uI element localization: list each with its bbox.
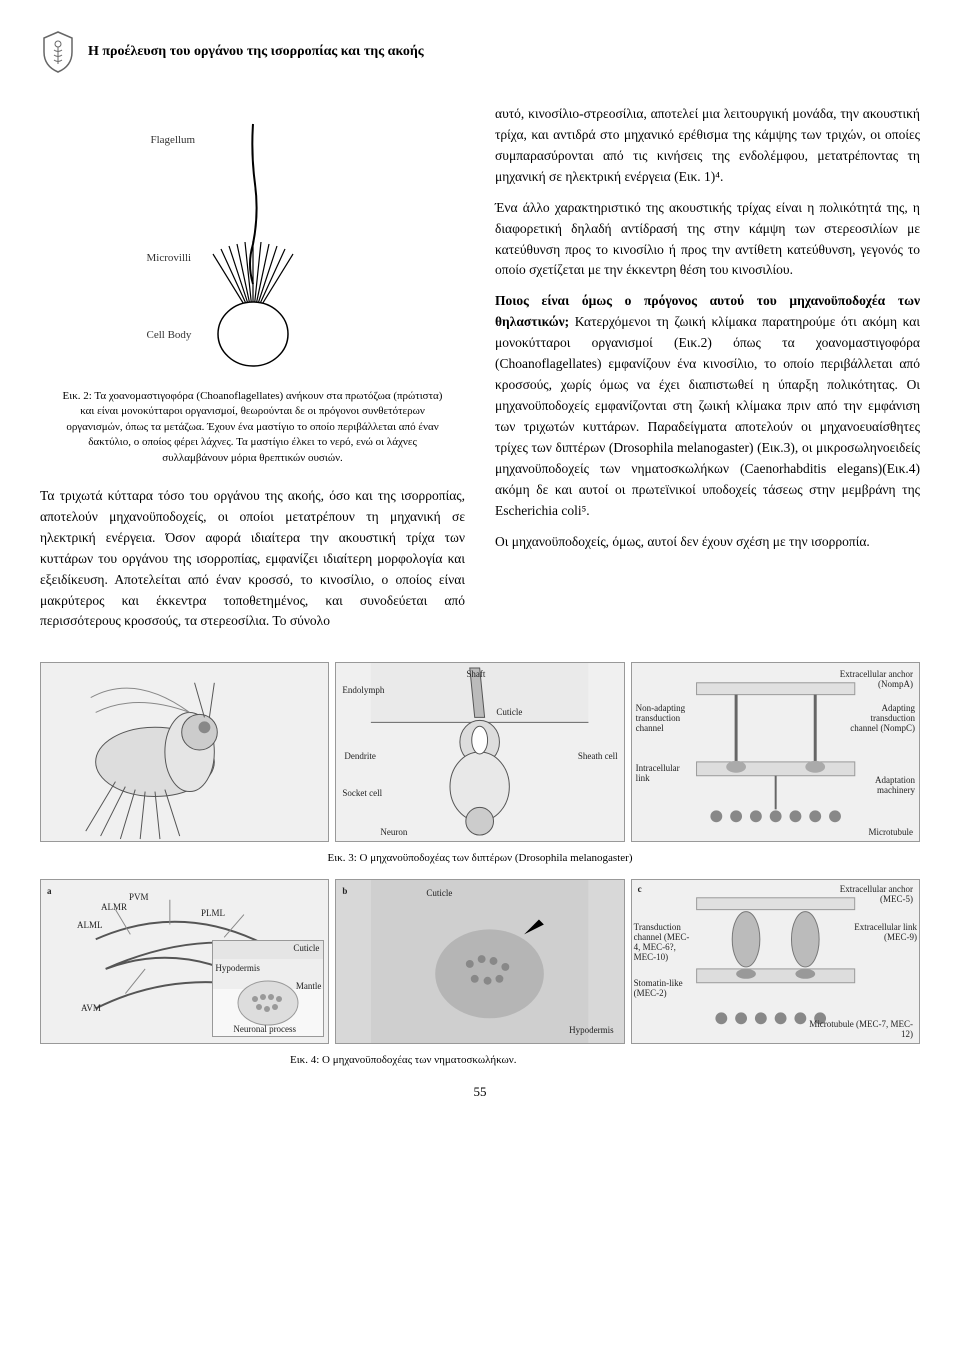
lbl-shaft: Shaft xyxy=(466,669,485,679)
lbl-dendrite: Dendrite xyxy=(344,751,376,761)
lbl-socket: Socket cell xyxy=(342,788,382,798)
lbl-cuticle: Cuticle xyxy=(496,707,522,717)
label-cellbody: Cell Body xyxy=(147,329,192,341)
lbl-hypodermis: Hypodermis xyxy=(215,963,260,973)
lbl-ext-anchor2: Extracellular anchor (MEC-5) xyxy=(818,884,913,904)
lbl-microtubule: Microtubule xyxy=(868,827,913,837)
page-header: Η προέλευση του οργάνου της ισορροπίας κ… xyxy=(40,30,920,74)
figure-3-row: Shaft Endolymph Cuticle Dendrite Sheath … xyxy=(40,662,920,842)
lbl-mantle: Mantle xyxy=(296,981,322,991)
lbl-ext-anchor: Extracellular anchor (NompA) xyxy=(823,669,913,689)
page-number: 55 xyxy=(40,1084,920,1100)
right-paragraph-2: Ένα άλλο χαρακτηριστικό της ακουστικής τ… xyxy=(495,198,920,282)
left-column-body: Τα τριχωτά κύτταρα τόσο του οργάνου της … xyxy=(40,486,465,632)
lbl-adapting: Adapting transduction channel (NompC) xyxy=(845,703,915,733)
label-flagellum: Flagellum xyxy=(151,134,196,146)
figure-4-row: a ALML ALMR PVM PLML AVM PLMR Cuticle Hy… xyxy=(40,879,920,1044)
lbl-pvm: PVM xyxy=(129,892,149,902)
right-paragraph-4: Οι μηχανοϋποδοχείς, όμως, αυτοί δεν έχου… xyxy=(495,532,920,553)
logo-icon xyxy=(40,30,76,74)
figure-3-caption: Εικ. 3: Ο μηχανοϋποδοχέας των διπτέρων (… xyxy=(40,852,920,864)
lbl-almr: ALMR xyxy=(101,902,127,912)
lbl-plml: PLML xyxy=(201,908,225,918)
lbl-cuticle3: Cuticle xyxy=(426,888,452,898)
figure-3-panel-a xyxy=(40,662,329,842)
lbl-stomatin: Stomatin-like (MEC-2) xyxy=(634,978,689,998)
lbl-microtubule2: Microtubule (MEC-7, MEC-12) xyxy=(803,1019,913,1039)
figure-3-panel-b: Shaft Endolymph Cuticle Dendrite Sheath … xyxy=(335,662,624,842)
right-paragraph-3-block: Ποιος είναι όμως ο πρόγονος αυτού του μη… xyxy=(495,291,920,521)
header-title: Η προέλευση του οργάνου της ισορροπίας κ… xyxy=(88,44,424,60)
lbl-intracellular: Intracellular link xyxy=(636,763,691,783)
figure-4-panel-b: b Cuticle Hypodermis xyxy=(335,879,624,1044)
lbl-hypodermis2: Hypodermis xyxy=(569,1025,614,1035)
figure-3-panel-c: Extracellular anchor (NompA) Non-adaptin… xyxy=(631,662,920,842)
lbl-ext-link: Extracellular link (MEC-9) xyxy=(852,922,917,942)
lbl-endolymph: Endolymph xyxy=(342,685,384,695)
lbl-neuronal: Neuronal process xyxy=(233,1024,296,1034)
lbl-alml: ALML xyxy=(77,920,103,930)
figure-2-caption: Εικ. 2: Τα χοανομαστιγοφόρα (Choanoflage… xyxy=(60,389,445,466)
lbl-adaptation: Adaptation machinery xyxy=(855,775,915,795)
figure-4-caption: Εικ. 4: Ο μηχανοϋποδοχέας των νηματοσκωλ… xyxy=(40,1054,920,1066)
right-paragraph-3: Κατερχόμενοι τη ζωική κλίμακα παρατηρούμ… xyxy=(495,314,920,517)
lbl-transduction: Transduction channel (MEC-4, MEC-6?, MEC… xyxy=(634,922,696,962)
lbl-cuticle2: Cuticle xyxy=(293,943,319,953)
lbl-avm: AVM xyxy=(81,1003,101,1013)
label-microvilli: Microvilli xyxy=(147,252,192,264)
lbl-nonadapting: Non-adapting transduction channel xyxy=(636,703,696,733)
figure-2-diagram: Flagellum Microvilli Cell Body xyxy=(143,114,363,374)
right-paragraph-1: αυτό, κινοσίλιο-στρεοσίλια, αποτελεί μια… xyxy=(495,104,920,188)
lbl-sheath: Sheath cell xyxy=(578,751,618,761)
figure-4-panel-c: c Extracellular anchor (MEC-5) Transduct… xyxy=(631,879,920,1044)
lbl-neuron: Neuron xyxy=(380,827,407,837)
figure-4-panel-a: a ALML ALMR PVM PLML AVM PLMR Cuticle Hy… xyxy=(40,879,329,1044)
